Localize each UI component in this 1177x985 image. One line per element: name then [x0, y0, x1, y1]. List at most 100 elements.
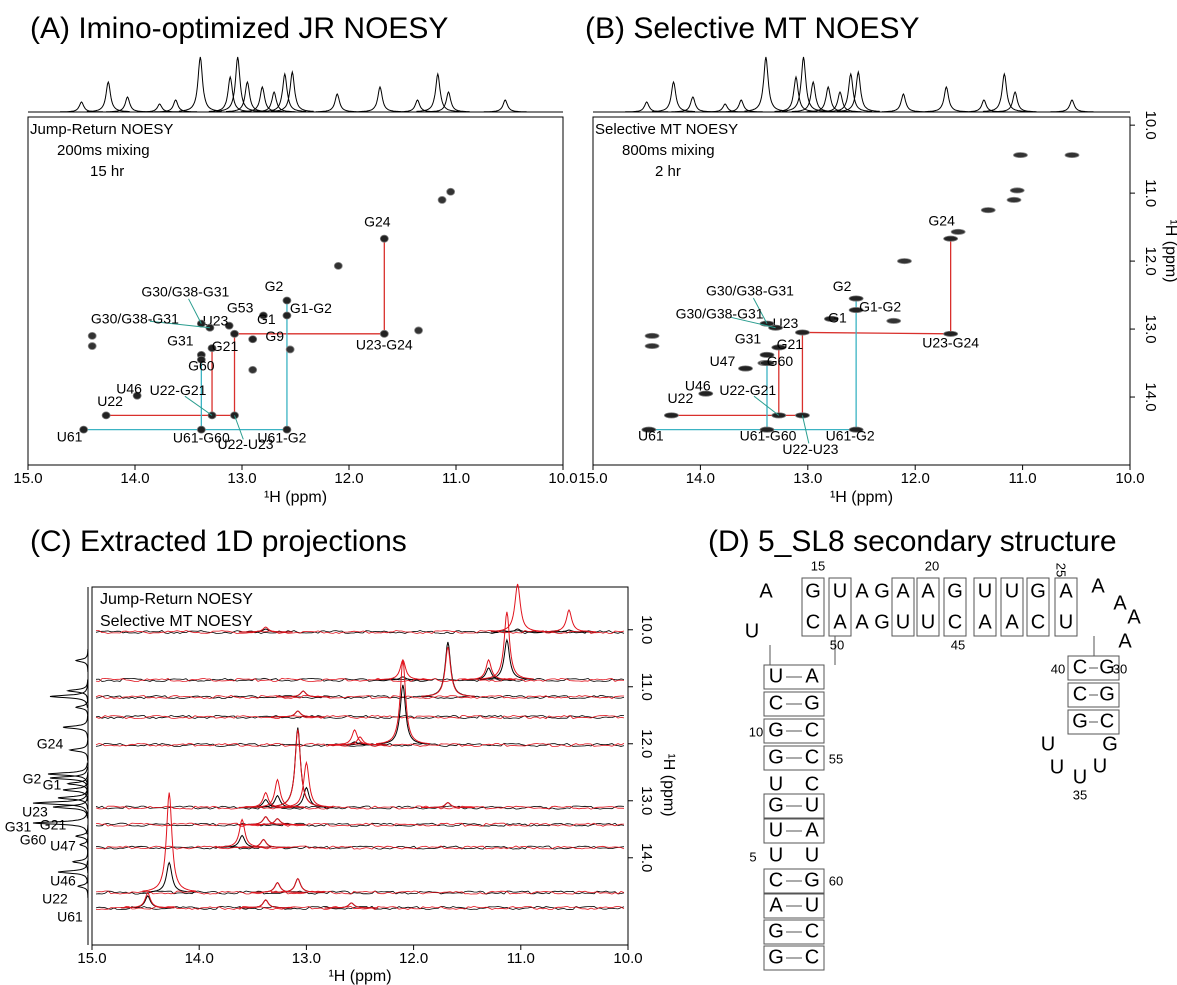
- nucleotide: G: [768, 794, 784, 816]
- projection-peak: [483, 99, 527, 113]
- x-tick-label: 14.0: [185, 950, 214, 967]
- trace-baseline: [95, 845, 625, 850]
- residue-number: 60: [829, 873, 843, 888]
- trace-baseline: [95, 905, 625, 910]
- trace-peak: [333, 736, 387, 746]
- peak: [759, 360, 775, 367]
- peak: [282, 311, 292, 320]
- x-tick-label: 13.0: [793, 470, 822, 487]
- peak-label: G21: [777, 336, 804, 352]
- projection-peak: [719, 99, 763, 113]
- peak: [437, 196, 447, 204]
- annotation: 2 hr: [655, 163, 681, 180]
- trace-baseline: [96, 905, 625, 910]
- nucleotide: C: [805, 773, 819, 795]
- peak: [258, 311, 268, 320]
- nucleotide: U: [745, 620, 759, 642]
- peak-label: G60: [188, 357, 215, 373]
- leader-line: [184, 395, 213, 416]
- y-tick-label: 11.0: [1142, 179, 1159, 207]
- peak-label: U61: [638, 427, 664, 443]
- x-tick-label: 15.0: [77, 950, 106, 967]
- legend-label: Jump-Return NOESY: [100, 591, 253, 608]
- projection-peak: [396, 99, 439, 113]
- peak: [379, 329, 389, 338]
- trace-baseline: [95, 694, 624, 700]
- trace-peak: [542, 608, 596, 633]
- nucleotide: A: [1127, 606, 1141, 628]
- trace-peak: [421, 802, 475, 808]
- trace-peak: [480, 611, 534, 680]
- leader-line: [801, 415, 810, 444]
- trace-peak: [142, 792, 197, 892]
- y-axis-label: ¹H (ppm): [1162, 219, 1177, 282]
- peak-label: G53: [227, 299, 254, 315]
- projection-label: G60: [20, 832, 47, 848]
- nucleotide: G: [805, 580, 821, 602]
- peak: [87, 342, 97, 350]
- peak-label: G31: [735, 331, 762, 347]
- trace-peak: [276, 690, 330, 698]
- residue-number: 10: [749, 724, 763, 739]
- nucleotide: U: [1050, 756, 1064, 778]
- peak-label: U23-G24: [356, 337, 413, 353]
- peak-label: U61-G60: [740, 427, 797, 443]
- projection-peak: [154, 99, 198, 113]
- residue-number: 25: [1054, 563, 1069, 577]
- trace-baseline: [95, 714, 625, 720]
- trace-peak: [376, 684, 430, 745]
- x-tick-label: 15.0: [578, 470, 607, 487]
- peak: [943, 330, 959, 337]
- trace-baseline: [95, 677, 625, 682]
- peak-label: G31: [167, 333, 194, 349]
- projection-peak: [60, 101, 103, 113]
- nucleotide: C: [805, 746, 819, 768]
- nucleotide: U: [1093, 755, 1107, 777]
- nucleotide: G: [1030, 580, 1046, 602]
- peak-label: U46: [116, 380, 142, 396]
- trace-peak: [421, 641, 475, 697]
- trace-peak: [215, 818, 269, 848]
- peak-label: U61-G2: [826, 427, 875, 443]
- pair-box: [828, 577, 852, 637]
- peak-label: G1-G2: [859, 299, 901, 315]
- peak: [282, 425, 292, 434]
- nucleotide: C: [948, 611, 962, 633]
- projection-label: G31: [5, 819, 32, 835]
- projection-peak: [703, 103, 747, 113]
- projection-label: G2: [23, 771, 42, 787]
- y-tick-label: 10.0: [1142, 111, 1159, 140]
- projection-peak: [74, 649, 89, 672]
- nucleotide: G: [768, 920, 784, 942]
- nucleotide: U: [805, 894, 819, 916]
- nucleotide: A: [769, 894, 783, 916]
- peak: [248, 335, 258, 344]
- trace-peak: [238, 626, 293, 633]
- y-axis-label: ¹H (ppm): [660, 753, 677, 816]
- projection-label: U46: [50, 873, 76, 889]
- nucleotide: G: [1099, 683, 1115, 705]
- peak: [795, 329, 810, 336]
- nucleotide: U: [769, 773, 783, 795]
- nucleotide: U: [805, 794, 819, 816]
- residue-number: 45: [951, 637, 965, 652]
- peak-label: U22-U23: [217, 436, 273, 452]
- projection-peak: [263, 72, 307, 112]
- peak: [897, 258, 912, 265]
- peak-label: U22: [668, 390, 694, 406]
- peak-label: U22: [97, 393, 123, 409]
- peak-label: G30/G38-G31: [141, 283, 229, 299]
- leader-line: [188, 298, 202, 324]
- pair-box: [763, 919, 825, 945]
- x-tick-label: 13.0: [292, 950, 321, 967]
- pair-box: [763, 745, 825, 771]
- projection-peak: [818, 90, 862, 113]
- x-tick-label: 12.0: [901, 470, 930, 487]
- nucleotide: C: [805, 719, 819, 741]
- leader-line: [752, 297, 768, 324]
- nucleotide: U: [769, 819, 783, 841]
- peak: [980, 207, 996, 214]
- residue-number: 35: [1073, 787, 1087, 802]
- trace-peak: [250, 818, 305, 826]
